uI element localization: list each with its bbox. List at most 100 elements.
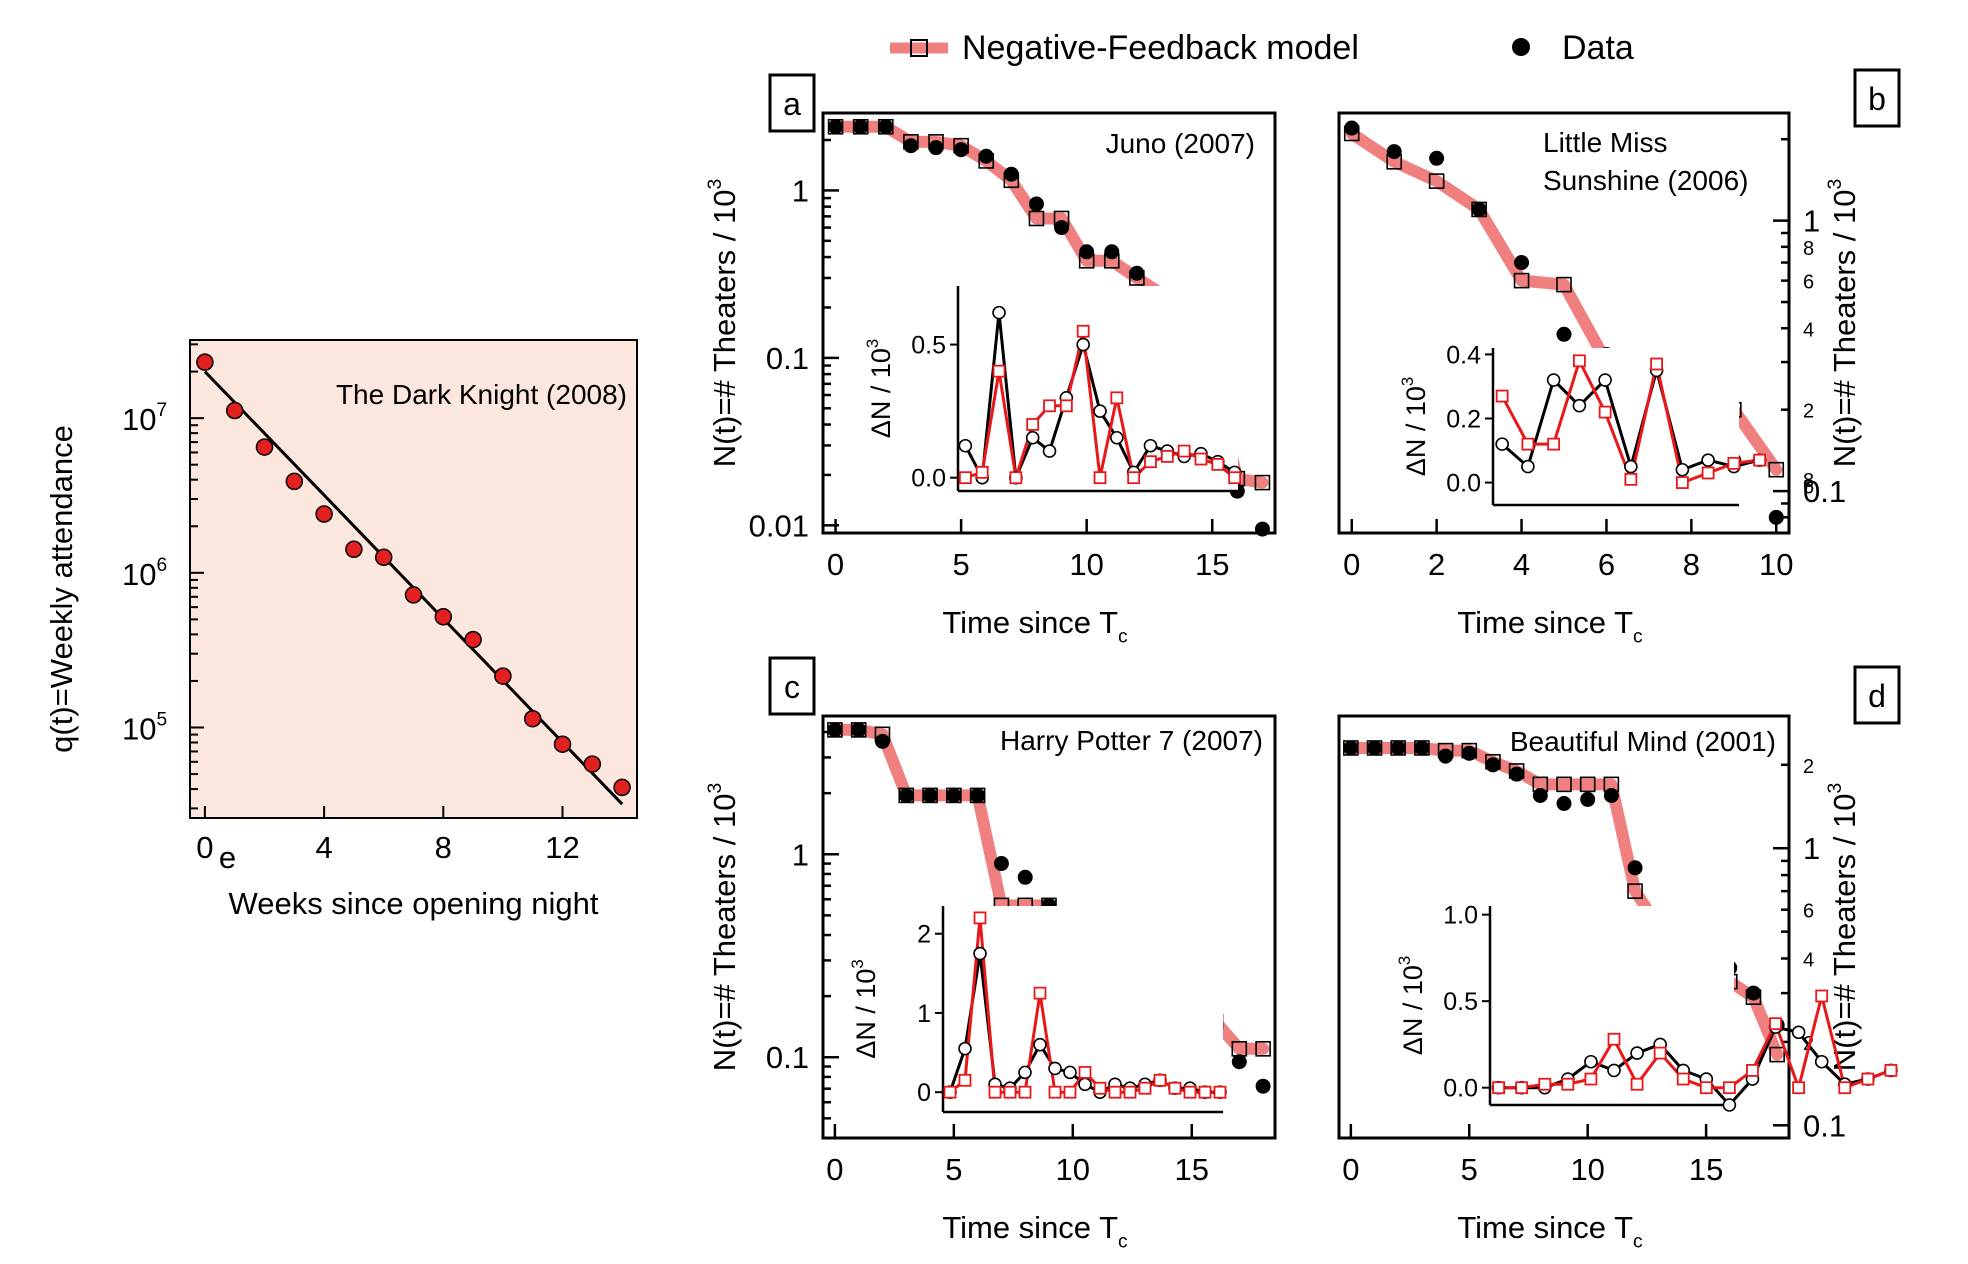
legend: Negative-Feedback model Data bbox=[890, 29, 1634, 67]
x-tick-label: 5 bbox=[952, 547, 969, 582]
model-marker bbox=[1414, 740, 1430, 756]
y-minor-label: 4 bbox=[1803, 949, 1814, 971]
data-point bbox=[1231, 1054, 1247, 1070]
model-marker bbox=[1343, 125, 1360, 142]
x-tick-label: 15 bbox=[1195, 547, 1229, 582]
inset-model-marker bbox=[1607, 1032, 1621, 1046]
inset-model-marker bbox=[1572, 354, 1586, 368]
inset-model-marker bbox=[1168, 1081, 1182, 1095]
data-point bbox=[1556, 795, 1572, 811]
inset-model-marker bbox=[992, 364, 1006, 378]
data-point bbox=[1367, 740, 1383, 756]
inset-data-point bbox=[1584, 1054, 1598, 1069]
data-point bbox=[1438, 748, 1454, 764]
plot-frame bbox=[821, 714, 1277, 1140]
data-point bbox=[1556, 326, 1572, 342]
inset-model-marker bbox=[1792, 1081, 1806, 1095]
chart-title: Harry Potter 7 (2007) bbox=[1000, 725, 1263, 756]
model-marker bbox=[1231, 1041, 1248, 1057]
chart-title: Juno (2007) bbox=[1106, 128, 1255, 159]
model-marker bbox=[827, 118, 844, 135]
inset-y-tick-label: 1.0 bbox=[1443, 902, 1478, 930]
inset-data-point bbox=[1048, 1061, 1062, 1076]
plot-frame bbox=[821, 111, 1277, 535]
x-tick-label: 0 bbox=[1343, 547, 1360, 582]
inset-model-marker bbox=[958, 1073, 972, 1087]
inset-model-marker bbox=[1026, 418, 1040, 431]
data-point bbox=[583, 755, 602, 773]
inset-model-marker bbox=[1177, 444, 1191, 458]
model-marker bbox=[969, 787, 986, 804]
data-point bbox=[553, 735, 572, 753]
data-point bbox=[523, 709, 542, 728]
y-minor-label: 6 bbox=[1803, 901, 1814, 923]
inset-y-tick-label: 0.0 bbox=[911, 465, 946, 493]
data-point bbox=[1343, 740, 1359, 756]
inset-model-marker bbox=[975, 465, 989, 479]
plot-frame bbox=[1337, 714, 1791, 1140]
x-tick-label: 10 bbox=[1056, 1152, 1090, 1187]
y-tick-label: 0.1 bbox=[766, 1040, 809, 1075]
chart-title: Beautiful Mind (2001) bbox=[1510, 726, 1776, 757]
inset-a: 0.0 0.5 ΔN / 103 bbox=[863, 286, 1242, 493]
inset-model-marker bbox=[1515, 1081, 1529, 1095]
model-marker bbox=[1129, 270, 1145, 286]
model-marker bbox=[1343, 740, 1359, 756]
x-tick-label: 12 bbox=[545, 830, 579, 865]
model-marker bbox=[877, 118, 894, 135]
data-point bbox=[1429, 150, 1445, 166]
panel-label-box bbox=[1853, 68, 1901, 128]
data-point bbox=[1129, 265, 1145, 281]
chart-title: The Dark Knight (2008) bbox=[336, 379, 627, 410]
x-tick-label: 8 bbox=[1683, 547, 1700, 582]
y-axis-label: q(t)=Weekly attendance bbox=[44, 425, 79, 753]
model-marker bbox=[1053, 210, 1070, 227]
data-point bbox=[970, 787, 986, 803]
data-point bbox=[1532, 787, 1548, 803]
model-marker bbox=[1556, 776, 1572, 793]
x-tick-label: 0 bbox=[1342, 1152, 1359, 1187]
data-point bbox=[404, 586, 423, 604]
inset-y-tick-label: 0.2 bbox=[1446, 405, 1481, 433]
x-tick-label: 4 bbox=[315, 830, 332, 865]
data-point bbox=[898, 787, 914, 803]
model-marker bbox=[1627, 883, 1643, 899]
inset-data-point bbox=[958, 438, 973, 453]
inset-model-marker bbox=[1127, 471, 1141, 485]
inset-data-point bbox=[1791, 1025, 1806, 1040]
chart-title: Little Miss bbox=[1543, 127, 1667, 158]
inset-model-marker bbox=[1561, 1077, 1575, 1091]
inset-model-marker bbox=[1211, 457, 1225, 471]
inset-model-marker bbox=[1110, 391, 1124, 405]
data-point bbox=[315, 505, 333, 523]
y-minor-label: 6 bbox=[1803, 272, 1814, 294]
inset-model-marker bbox=[1630, 1077, 1644, 1091]
model-marker bbox=[1485, 754, 1501, 770]
panel-label: b bbox=[1868, 81, 1886, 117]
model-marker bbox=[852, 118, 869, 135]
inset-model-marker bbox=[1538, 1077, 1552, 1091]
inset-model-marker bbox=[1861, 1072, 1875, 1086]
inset-data-point bbox=[1814, 1054, 1829, 1069]
inset-bg bbox=[1493, 348, 1739, 505]
x-extra-label: e bbox=[219, 840, 236, 875]
data-point bbox=[827, 722, 843, 738]
inset-model-marker bbox=[1198, 1085, 1212, 1099]
inset-model-marker bbox=[1018, 1085, 1032, 1099]
data-point bbox=[255, 438, 274, 456]
model-marker bbox=[1386, 154, 1402, 170]
model-marker bbox=[1103, 252, 1120, 269]
inset-d: 0.0 0.5 1.0 ΔN / 103 bbox=[1395, 902, 1898, 1112]
inset-model-marker bbox=[1547, 437, 1561, 451]
y-axis-label: N(t)=# Theaters / 103 bbox=[705, 783, 742, 1071]
model-marker bbox=[1768, 461, 1785, 478]
inset-model-marker bbox=[1722, 1081, 1736, 1095]
data-point bbox=[1054, 220, 1070, 236]
inset-model-marker bbox=[1108, 1085, 1122, 1099]
x-tick-label: 10 bbox=[1570, 1152, 1604, 1187]
inset-model-marker bbox=[1753, 453, 1766, 467]
data-point bbox=[928, 140, 944, 156]
inset-data-point bbox=[992, 305, 1006, 320]
inset-model-marker bbox=[973, 911, 987, 925]
